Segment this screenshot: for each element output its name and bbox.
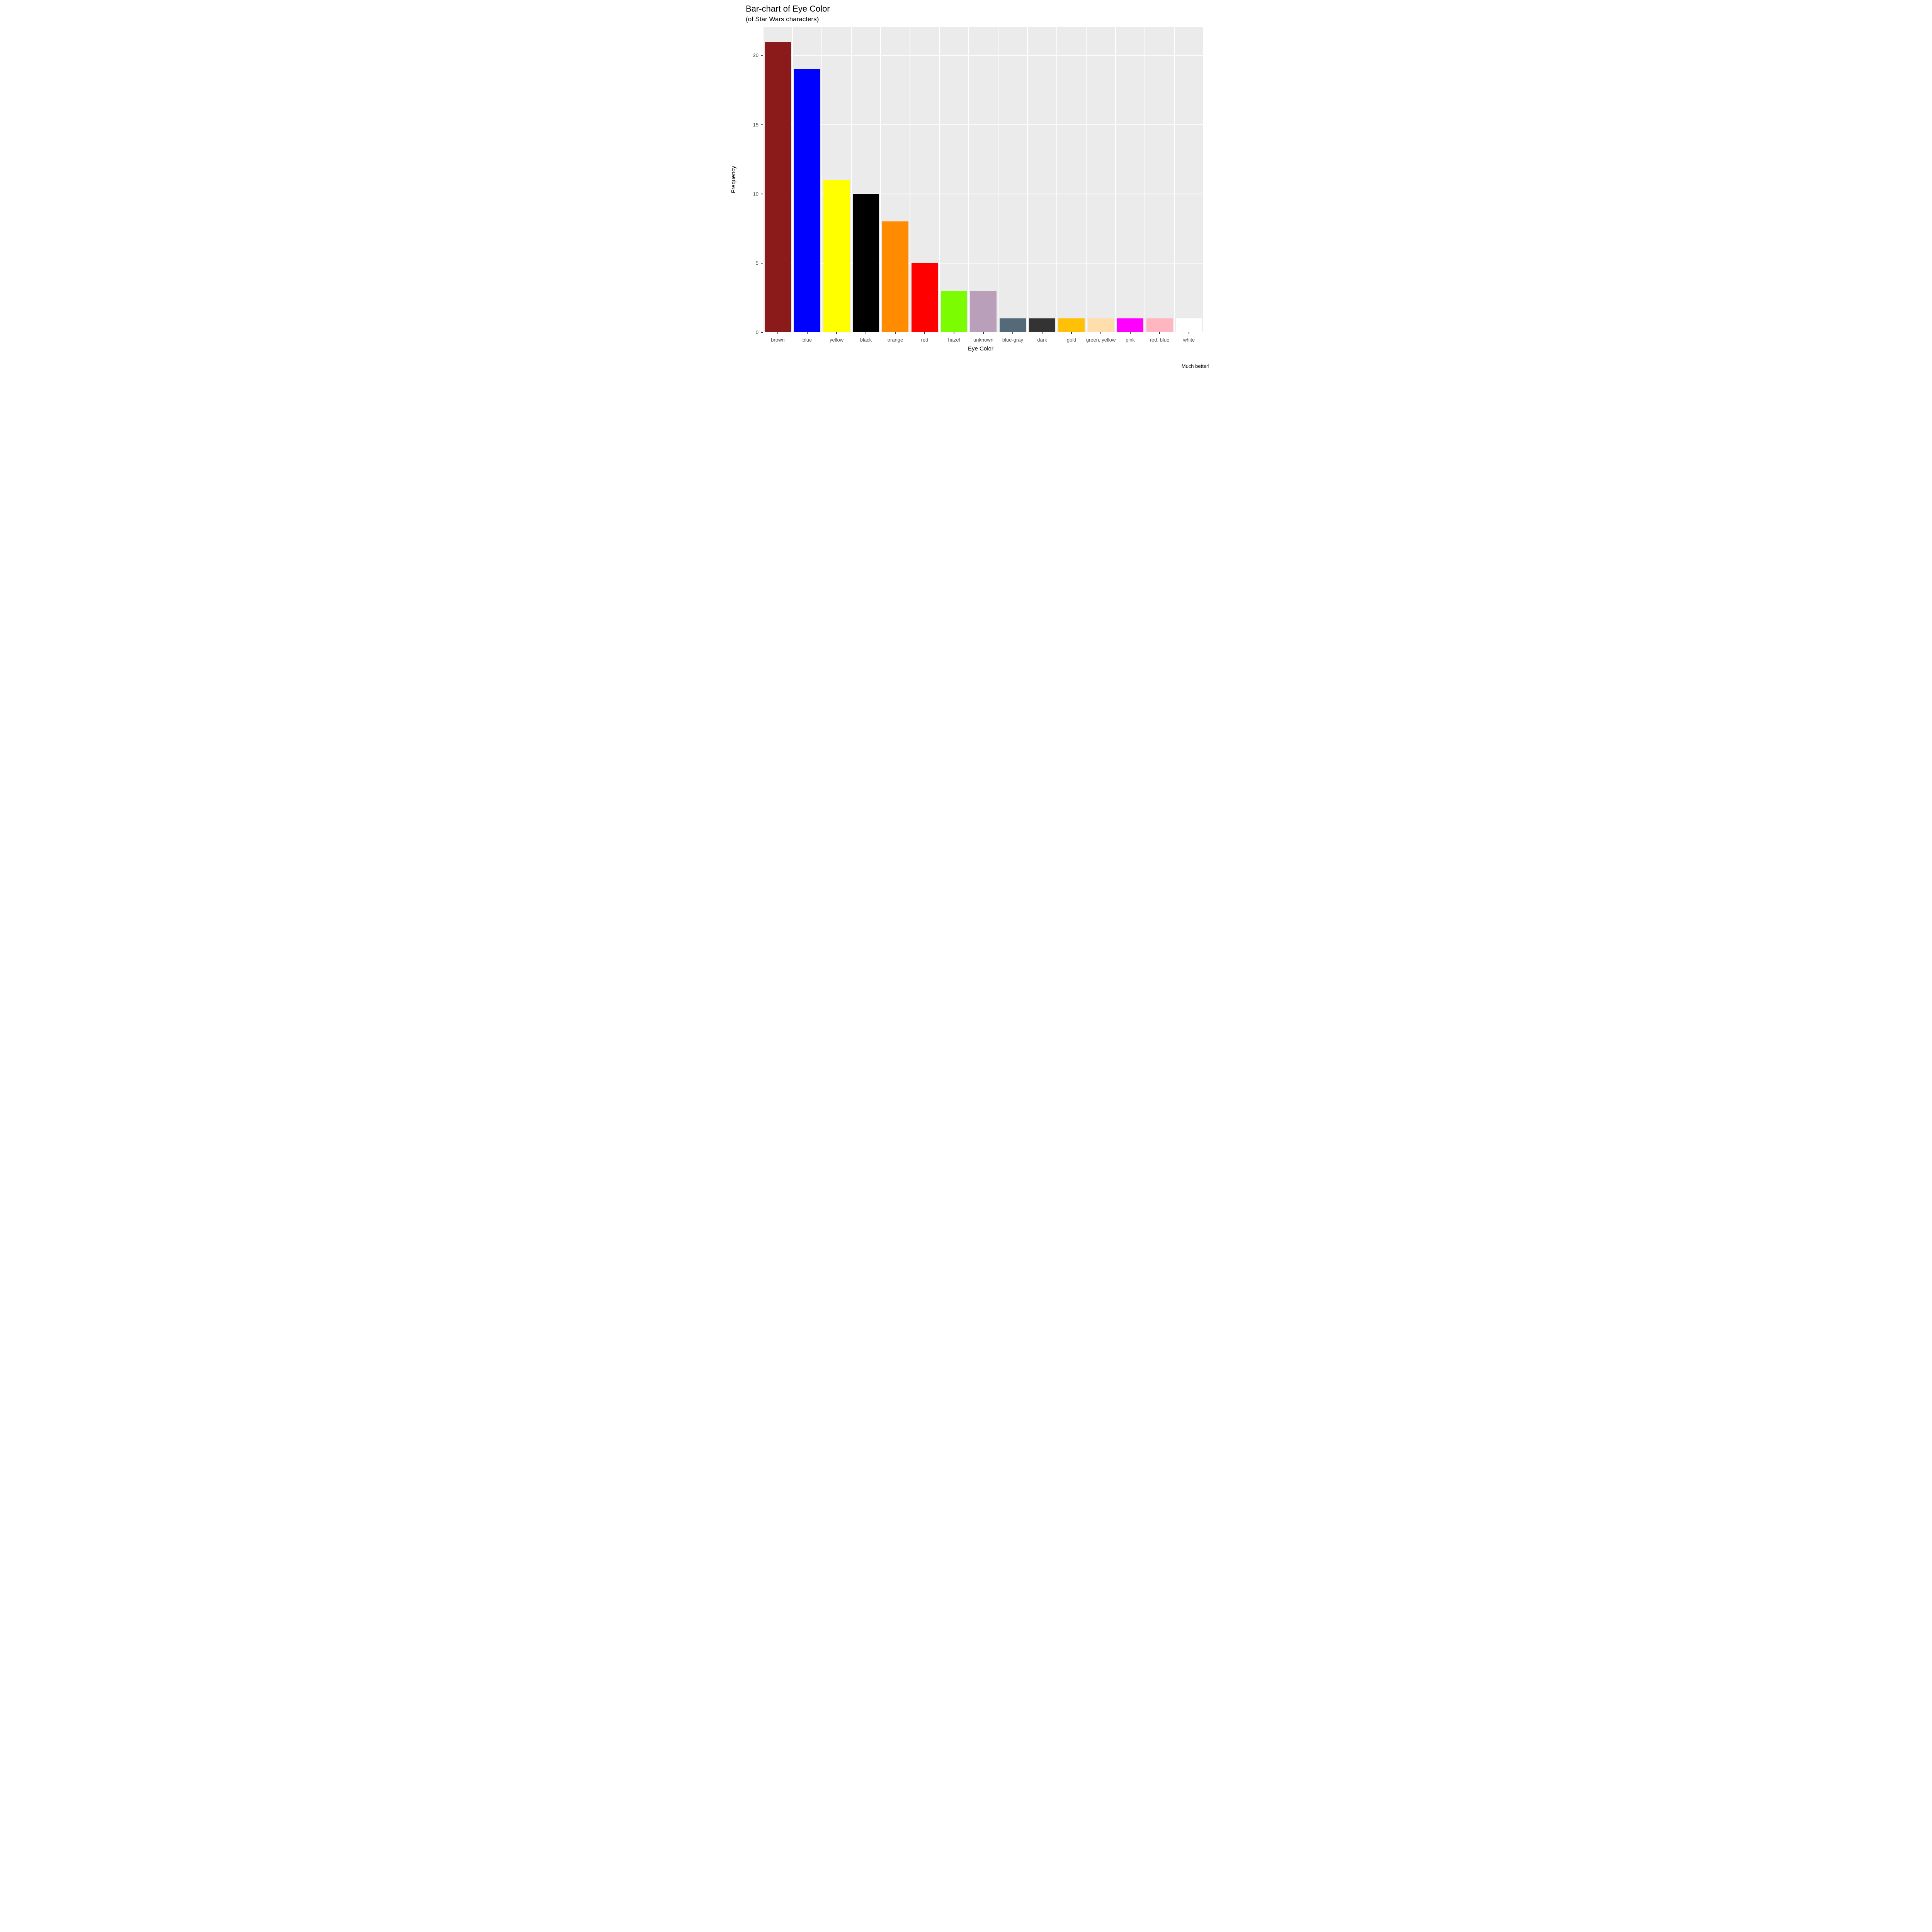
y-tick-label: 10 — [753, 191, 759, 197]
grid-h — [763, 124, 1204, 125]
x-tick-label: unknown — [973, 337, 993, 343]
x-tick-mark — [924, 332, 925, 334]
plot-panel — [763, 27, 1204, 332]
grid-v — [821, 27, 822, 332]
x-tick-mark — [983, 332, 984, 334]
bar — [823, 180, 850, 332]
x-tick-label: blue — [803, 337, 812, 343]
bar — [794, 69, 820, 332]
x-tick-label: dark — [1037, 337, 1047, 343]
bar — [1176, 318, 1202, 332]
bar — [765, 42, 791, 332]
x-tick-label: white — [1183, 337, 1195, 343]
grid-v — [1027, 27, 1028, 332]
grid-v — [1056, 27, 1057, 332]
x-tick-label: blue-gray — [1002, 337, 1023, 343]
y-tick-label: 15 — [753, 122, 759, 128]
x-tick-mark — [895, 332, 896, 334]
y-tick-label: 0 — [756, 330, 759, 335]
x-tick-mark — [1012, 332, 1013, 334]
y-tick-mark — [761, 332, 763, 333]
bar — [853, 194, 879, 332]
x-tick-mark — [1071, 332, 1072, 334]
x-tick-label: yellow — [830, 337, 844, 343]
x-tick-label: gold — [1067, 337, 1077, 343]
y-axis-title: Frequency — [730, 166, 737, 193]
bar — [1146, 318, 1173, 332]
bar — [941, 291, 967, 332]
y-tick-label: 5 — [756, 260, 759, 266]
bar — [1029, 318, 1055, 332]
chart-subtitle: (of Star Wars characters) — [746, 15, 819, 23]
bar — [882, 221, 908, 332]
x-tick-label: brown — [771, 337, 784, 343]
grid-v — [939, 27, 940, 332]
grid-v — [1086, 27, 1087, 332]
x-tick-mark — [1130, 332, 1131, 334]
x-tick-mark — [1100, 332, 1101, 334]
grid-v — [792, 27, 793, 332]
bar — [912, 263, 938, 332]
grid-h — [763, 55, 1204, 56]
x-tick-mark — [1042, 332, 1043, 334]
bar — [1088, 318, 1114, 332]
x-tick-mark — [836, 332, 837, 334]
x-tick-mark — [1159, 332, 1160, 334]
y-tick-mark — [761, 263, 763, 264]
chart-caption: Much better! — [1182, 363, 1209, 369]
grid-v — [851, 27, 852, 332]
x-axis-title: Eye Color — [968, 345, 993, 352]
bar — [970, 291, 997, 332]
grid-v — [1115, 27, 1116, 332]
grid-v — [763, 27, 764, 332]
x-tick-mark — [807, 332, 808, 334]
bar — [1117, 318, 1143, 332]
grid-v — [1174, 27, 1175, 332]
x-tick-label: green, yellow — [1086, 337, 1116, 343]
grid-v — [968, 27, 969, 332]
x-tick-label: pink — [1126, 337, 1135, 343]
y-tick-mark — [761, 55, 763, 56]
x-tick-label: hazel — [948, 337, 960, 343]
y-tick-mark — [761, 124, 763, 125]
x-tick-label: orange — [888, 337, 903, 343]
x-tick-label: black — [860, 337, 872, 343]
grid-v — [880, 27, 881, 332]
bar — [1058, 318, 1085, 332]
x-tick-label: red — [921, 337, 929, 343]
grid-v — [1203, 27, 1204, 332]
x-tick-mark — [777, 332, 778, 334]
y-tick-label: 20 — [753, 53, 759, 58]
bar — [1000, 318, 1026, 332]
chart-title: Bar-chart of Eye Color — [746, 4, 830, 14]
x-tick-label: red, blue — [1150, 337, 1170, 343]
